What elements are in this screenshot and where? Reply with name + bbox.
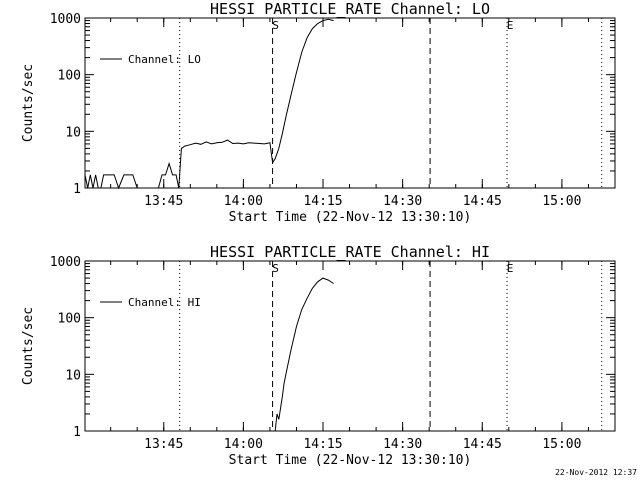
legend-label: Channel: HI	[128, 296, 201, 309]
legend-label: Channel: LO	[128, 53, 201, 66]
y-tick-label: 1000	[50, 12, 81, 27]
y-tick-label: 100	[58, 69, 81, 84]
x-tick-label: 14:00	[224, 437, 263, 452]
x-axis-label: Start Time (22-Nov-12 13:30:10)	[229, 210, 472, 225]
x-tick-label: 13:45	[144, 194, 183, 209]
plot-frame	[84, 260, 616, 432]
y-tick-label: 10	[65, 368, 81, 383]
marker-label: E	[507, 262, 514, 275]
marker-label: S	[272, 262, 279, 275]
footer-timestamp: 22-Nov-2012 12:37	[555, 468, 637, 477]
plot-frame	[84, 17, 616, 189]
y-tick-label: 1	[73, 425, 81, 440]
x-axis-label: Start Time (22-Nov-12 13:30:10)	[229, 453, 472, 468]
x-tick-label: 14:45	[463, 437, 502, 452]
y-tick-label: 10	[65, 125, 81, 140]
x-tick-label: 14:30	[383, 437, 422, 452]
x-tick-label: 14:15	[303, 194, 342, 209]
marker-label: S	[272, 19, 279, 32]
x-tick-label: 15:00	[542, 437, 581, 452]
series-line	[84, 18, 334, 190]
x-tick-label: 13:45	[144, 437, 183, 452]
panel-lo: HESSI PARTICLE_RATE Channel: LO 1 10 100 100…	[21, 0, 616, 225]
panel-hi: HESSI PARTICLE_RATE Channel: HI 1 10 100 100…	[21, 243, 616, 468]
x-tick-label: 14:45	[463, 194, 502, 209]
y-axis-label: Counts/sec	[21, 64, 36, 142]
chart-title: HESSI PARTICLE_RATE Channel: LO	[210, 0, 490, 18]
x-tick-label: 14:00	[224, 194, 263, 209]
series-line	[274, 277, 334, 432]
x-tick-label: 14:15	[303, 437, 342, 452]
y-axis-label: Counts/sec	[21, 307, 36, 385]
marker-label: E	[507, 19, 514, 32]
x-tick-label: 15:00	[542, 194, 581, 209]
y-tick-label: 1000	[50, 255, 81, 270]
y-tick-label: 1	[73, 182, 81, 197]
chart-title: HESSI PARTICLE_RATE Channel: HI	[210, 243, 490, 261]
y-tick-label: 100	[58, 312, 81, 327]
x-tick-label: 14:30	[383, 194, 422, 209]
